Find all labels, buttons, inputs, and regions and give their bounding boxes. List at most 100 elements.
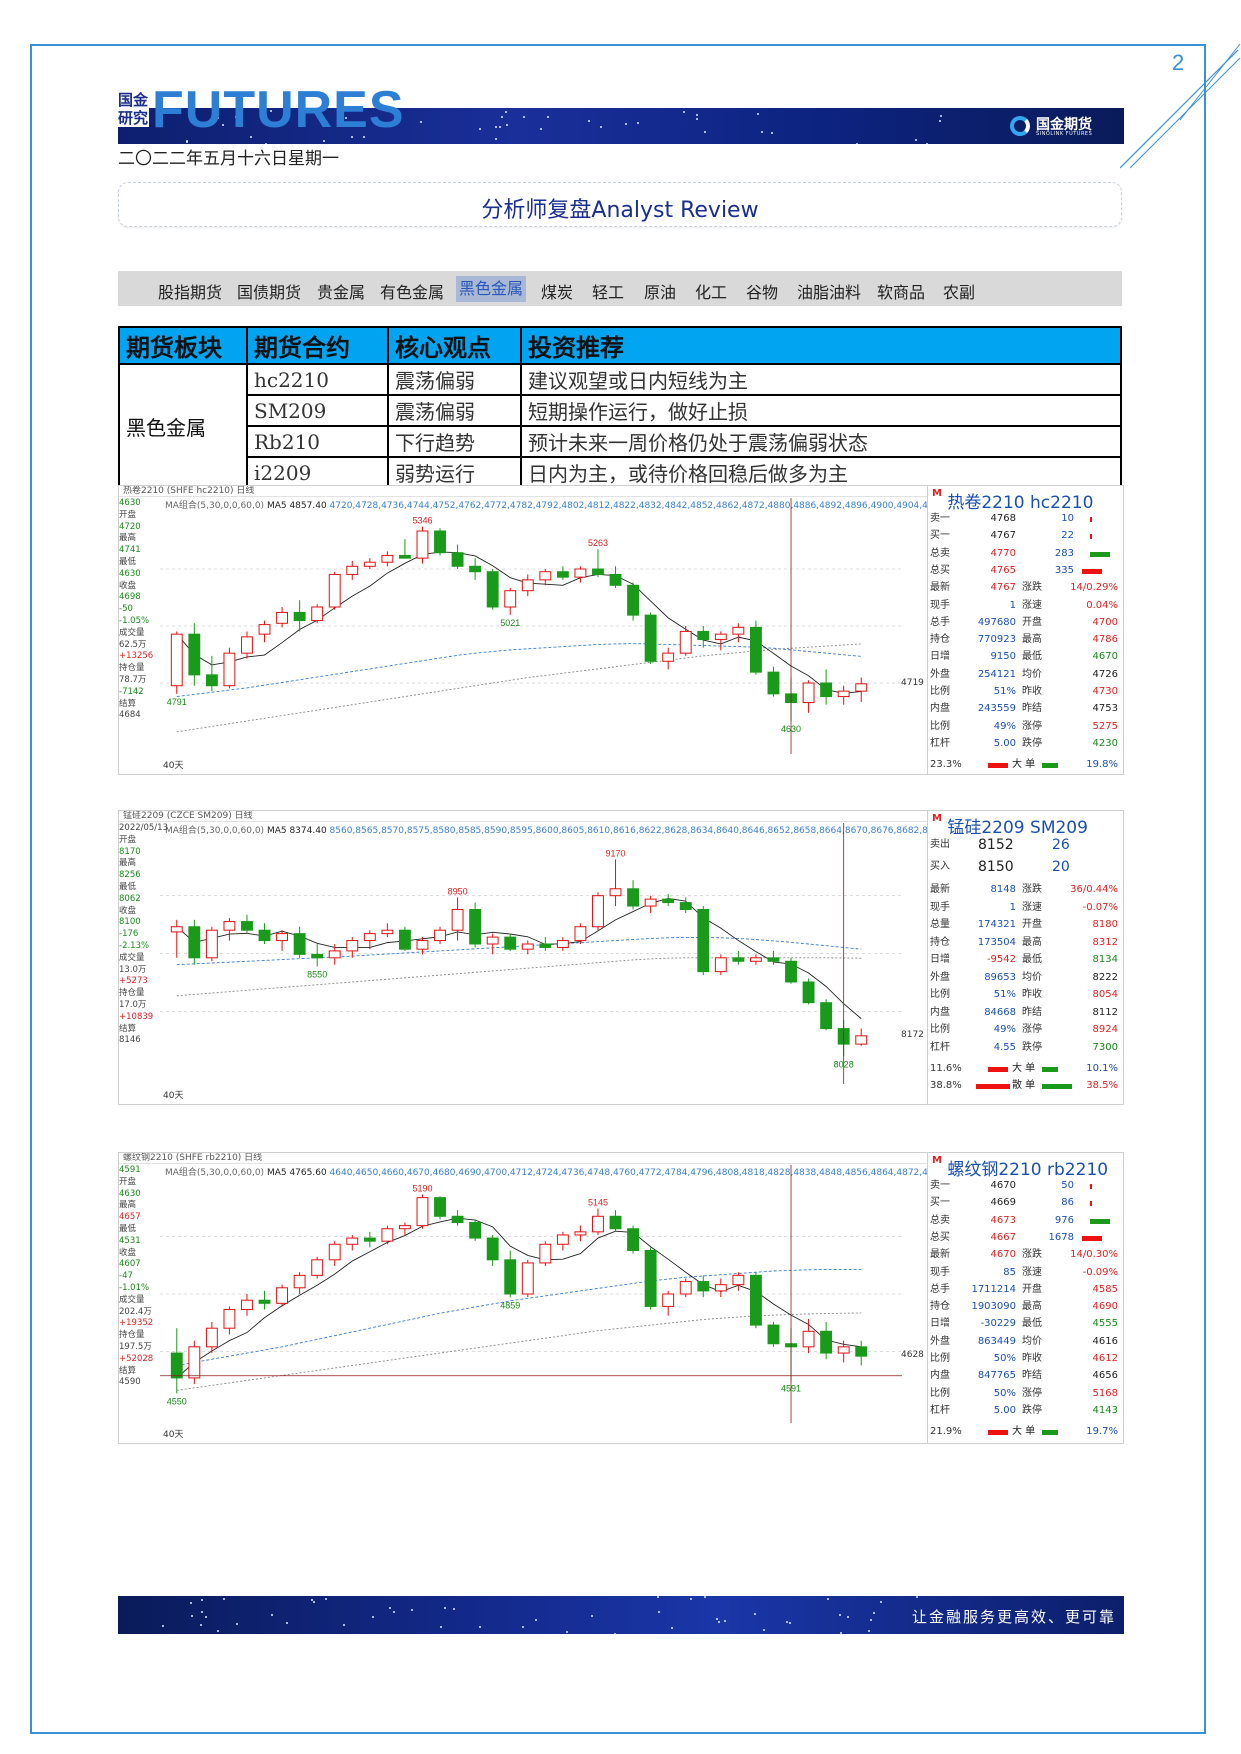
quote-value: 1903090 — [971, 1301, 1016, 1313]
candle-down — [398, 929, 411, 950]
view-cell: 下行趋势 — [387, 425, 522, 458]
quote-value2: 8312 — [1092, 936, 1118, 948]
star-decoration — [785, 1620, 788, 1623]
quote-value2: 4585 — [1092, 1283, 1118, 1295]
candle-up — [205, 929, 218, 959]
quote-row: 最新 4670 涨跌 14/0.30% — [930, 1246, 1120, 1263]
price-label: 8950 — [448, 886, 468, 896]
left-panel-value: -176 — [119, 929, 139, 940]
quote-row: 日增 -9542 最低 8134 — [930, 951, 1120, 968]
candle-down — [434, 530, 446, 554]
nav-tab[interactable]: 原油 — [644, 283, 677, 302]
quote-value2: 4555 — [1092, 1318, 1118, 1330]
quote-title: M 热卷2210 hc2210 — [932, 488, 1093, 513]
candle-down — [662, 898, 675, 904]
nav-tab[interactable]: 黑色金属 — [456, 276, 527, 302]
quote-key2: 最低 — [1022, 954, 1042, 965]
candle-up — [539, 571, 552, 581]
quote-title: M 螺纹钢2210 rb2210 — [932, 1155, 1108, 1180]
ma5-value: MA5 4765.60 — [266, 1168, 327, 1178]
ma5-line — [176, 1217, 862, 1379]
quote-key2: 均价 — [1022, 971, 1042, 983]
quote-key2: 涨速 — [1022, 1266, 1042, 1278]
candle-up — [223, 652, 236, 687]
star-decoration — [389, 1607, 392, 1610]
quote-key: 日增 — [930, 651, 950, 663]
quote-key: 买一 — [930, 530, 950, 542]
quote-value2: 4726 — [1092, 668, 1118, 680]
logo-futures: FUTURES — [152, 81, 405, 139]
sector-cell: 黑色金属 — [118, 363, 248, 489]
nav-tab[interactable]: 国债期货 — [237, 283, 302, 302]
candle-up — [241, 1299, 253, 1311]
left-panel-value: 最高 — [119, 1200, 137, 1211]
quote-row: 总手 497680 开盘 4700 — [930, 614, 1120, 631]
star-decoration — [591, 1615, 594, 1618]
quote-key: 现手 — [930, 599, 950, 611]
nav-tab[interactable]: 股指期货 — [158, 283, 223, 302]
candle-up — [592, 1215, 604, 1233]
star-decoration — [185, 139, 188, 142]
ma-prefix: MA组合(5,30,0,0,60,0) — [165, 1168, 265, 1178]
left-panel-value: 4590 — [119, 1377, 141, 1388]
left-panel-value: 4630 — [119, 498, 141, 508]
quote-row: 总买 4765 335 — [930, 562, 1120, 579]
quote-value2: 4690 — [1092, 1301, 1118, 1313]
big-order-bar-sell — [1042, 1430, 1058, 1436]
candle-down — [820, 682, 833, 698]
quote-key: 现手 — [930, 901, 950, 913]
quote-key2: 昨收 — [1022, 1353, 1042, 1364]
quote-key: 卖出 — [930, 839, 950, 850]
nav-tab[interactable]: 有色金属 — [380, 283, 445, 302]
star-decoration — [201, 1610, 204, 1613]
contract-cell: hc2210 — [246, 363, 389, 396]
candle-down — [785, 960, 797, 983]
star-decoration — [345, 116, 348, 119]
left-panel-value: 结算 — [119, 1365, 137, 1376]
candle-up — [679, 1281, 692, 1295]
quote-value: 9150 — [990, 651, 1016, 663]
quote-value2: 4656 — [1092, 1370, 1118, 1382]
candle-down — [802, 981, 815, 1004]
left-data-panel: 4591 开盘 4630 最高 4657 最低 4531 收盘 4607 -47 -1.01% 成交量… — [119, 1165, 160, 1389]
candle-down — [609, 1215, 622, 1230]
left-panel-value: -47 — [119, 1271, 133, 1282]
star-decoration — [753, 1612, 756, 1615]
candle-up — [328, 950, 341, 959]
candle-up — [241, 636, 253, 654]
nav-tab[interactable]: 煤炭 — [541, 283, 574, 302]
big-order-bar-buy — [988, 763, 1008, 769]
candle-down — [188, 926, 201, 959]
quote-row: 杠杆 4.55 跌停 7300 — [930, 1039, 1120, 1056]
left-panel-value: 最低 — [119, 881, 137, 892]
quote-value: 497680 — [977, 616, 1016, 628]
quote-row: 外盘 254121 均价 4726 — [930, 666, 1120, 683]
nav-tab[interactable]: 轻工 — [592, 283, 625, 302]
candle-down — [469, 908, 482, 945]
nav-tab[interactable]: 油脂油料 — [797, 283, 862, 302]
quote-key: 内盘 — [930, 703, 950, 715]
star-decoration — [158, 122, 161, 125]
quote-key: 外盘 — [930, 971, 950, 983]
quote-key: 外盘 — [930, 668, 950, 680]
candle-down — [504, 1259, 517, 1295]
nav-tab[interactable]: 谷物 — [746, 283, 779, 302]
nav-tab[interactable]: 化工 — [695, 283, 728, 302]
quote-row: 买一 4669 86 — [930, 1194, 1120, 1211]
star-decoration — [839, 1631, 842, 1634]
nav-tab[interactable]: 软商品 — [877, 283, 926, 302]
nav-tab[interactable]: 农副 — [943, 283, 976, 302]
quote-value: 8148 — [990, 884, 1016, 895]
quote-key: 比例 — [930, 989, 950, 1000]
star-decoration — [695, 118, 698, 121]
quote-key2: 涨跌 — [1022, 1249, 1042, 1261]
left-panel-value: 4741 — [119, 545, 141, 556]
left-panel-value: 4607 — [119, 1259, 141, 1270]
nav-tab[interactable]: 贵金属 — [317, 283, 366, 302]
candle-up — [539, 1243, 552, 1264]
star-decoration — [350, 135, 353, 138]
candle-down — [556, 571, 569, 578]
star-decoration — [342, 1623, 345, 1626]
star-decoration — [724, 1620, 727, 1623]
price-label: 4550 — [167, 1396, 187, 1406]
